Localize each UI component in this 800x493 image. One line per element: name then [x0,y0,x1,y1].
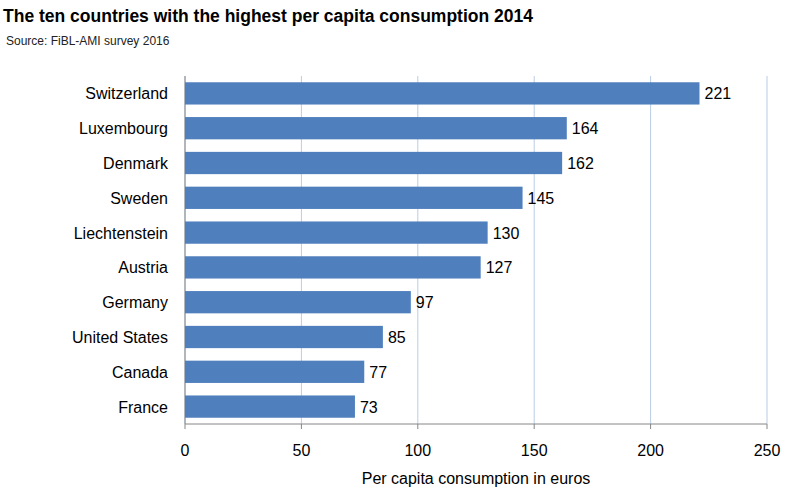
x-axis-line [185,424,767,425]
bar [185,117,567,139]
tick-mark [767,424,768,429]
tick-label: 250 [754,442,781,459]
category-label: France [118,399,168,416]
category-label: Germany [102,294,168,311]
category-label: Switzerland [85,85,168,102]
title: The ten countries with the highest per c… [3,6,533,26]
tick-mark [650,424,651,429]
tick-mark [301,424,302,429]
data-label: 127 [486,259,513,276]
data-label: 162 [567,155,594,172]
category-label: Luxembourg [79,120,168,137]
tick-label: 100 [404,442,431,459]
data-label: 77 [369,364,387,381]
tick-label: 50 [293,442,311,459]
category-label: Denmark [103,155,169,172]
x-axis-label: Per capita consumption in euros [362,470,591,487]
category-label: Canada [112,364,168,381]
data-label: 97 [416,294,434,311]
category-label: Sweden [110,190,168,207]
tick-label: 200 [637,442,664,459]
bar [185,221,488,243]
tick-mark [185,424,186,429]
grid-line [650,76,651,424]
tick-mark [534,424,535,429]
bar [185,152,562,174]
data-label: 73 [360,399,378,416]
bar [185,256,481,278]
bar [185,187,523,209]
category-label: Liechtenstein [74,225,168,242]
subtitle: Source: FiBL-AMI survey 2016 [6,34,170,48]
bars [185,82,699,417]
chart: The ten countries with the highest per c… [0,0,800,493]
tick-label: 0 [181,442,190,459]
category-label: United States [72,329,168,346]
data-label: 164 [572,120,599,137]
bar [185,361,364,383]
bar [185,395,355,417]
tick-label: 150 [521,442,548,459]
data-label: 85 [388,329,406,346]
data-label: 130 [493,225,520,242]
data-label: 145 [528,190,555,207]
tick-mark [417,424,418,429]
grid-line [767,76,768,424]
data-label: 221 [704,85,731,102]
category-label: Austria [118,259,168,276]
bar [185,291,411,313]
bar [185,82,699,104]
bar [185,326,383,348]
